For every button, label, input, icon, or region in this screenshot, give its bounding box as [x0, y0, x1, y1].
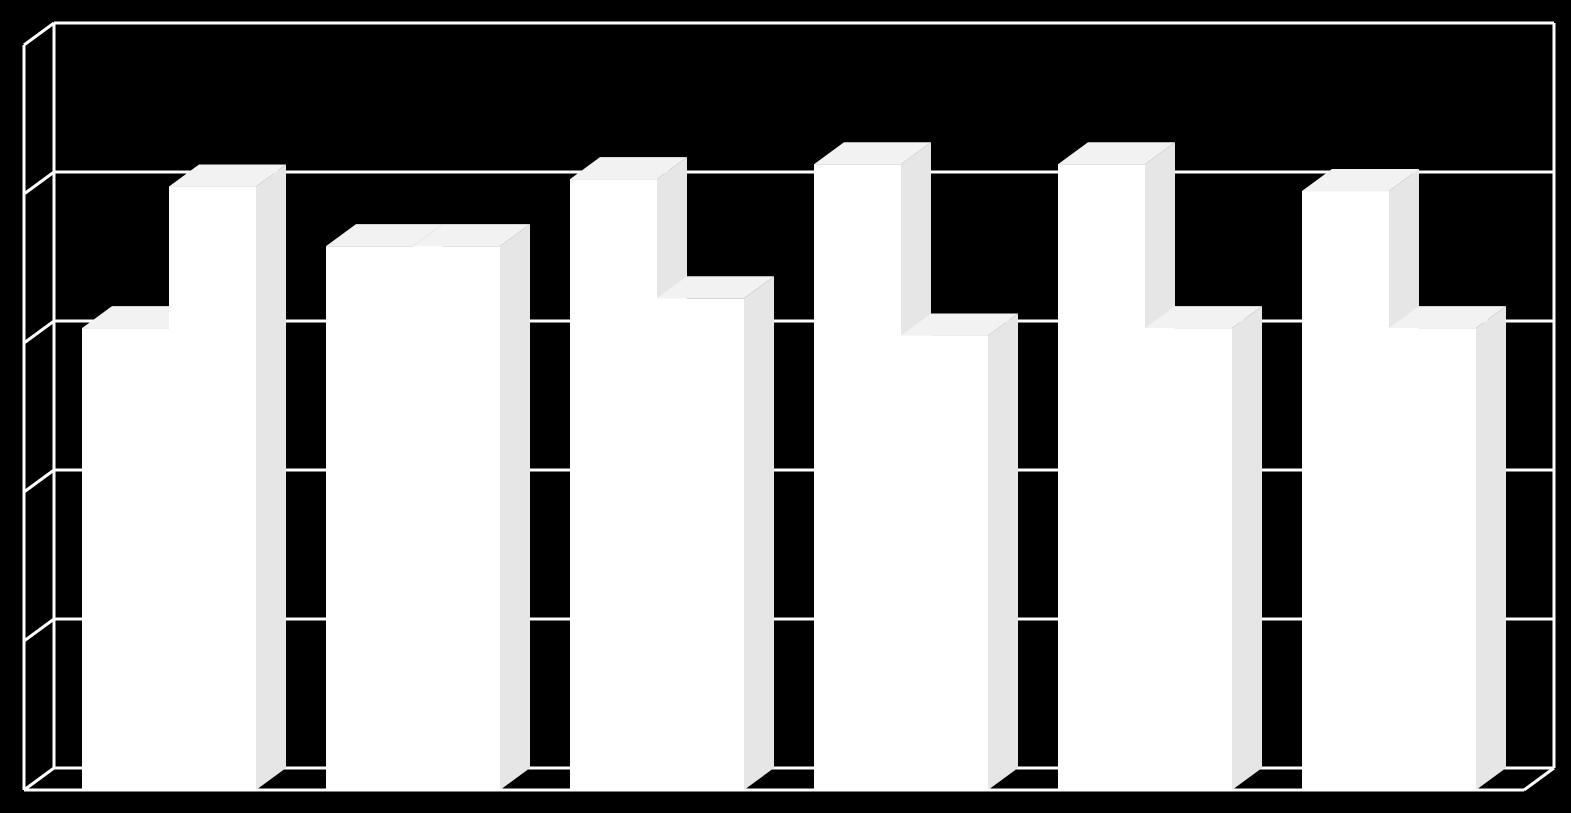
bar-g3-b1-side — [988, 314, 1018, 790]
bar-g4-b1-front — [1145, 328, 1232, 790]
bar-g3-b0-front — [814, 164, 901, 790]
bar-g2-b1-side — [744, 276, 774, 790]
bar-g5-b1-front — [1389, 328, 1476, 790]
bar-g5-b0-front — [1302, 191, 1389, 790]
bar-g1-b1-side — [500, 224, 530, 790]
bar-g5-b1-side — [1476, 306, 1506, 790]
bar-g0-b1-front — [169, 187, 256, 790]
bar-chart-3d — [0, 0, 1571, 813]
bar-g2-b1-front — [657, 298, 744, 790]
bar-g0-b0-front — [82, 328, 169, 790]
bar-g1-b1-front — [413, 246, 500, 790]
bar-g4-b0-front — [1058, 164, 1145, 790]
bar-g0-b1-side — [256, 165, 286, 790]
bar-g2-b0-front — [570, 179, 657, 790]
bar-g3-b1-front — [901, 336, 988, 790]
bar-g4-b1-side — [1232, 306, 1262, 790]
bar-g1-b0-front — [326, 246, 413, 790]
